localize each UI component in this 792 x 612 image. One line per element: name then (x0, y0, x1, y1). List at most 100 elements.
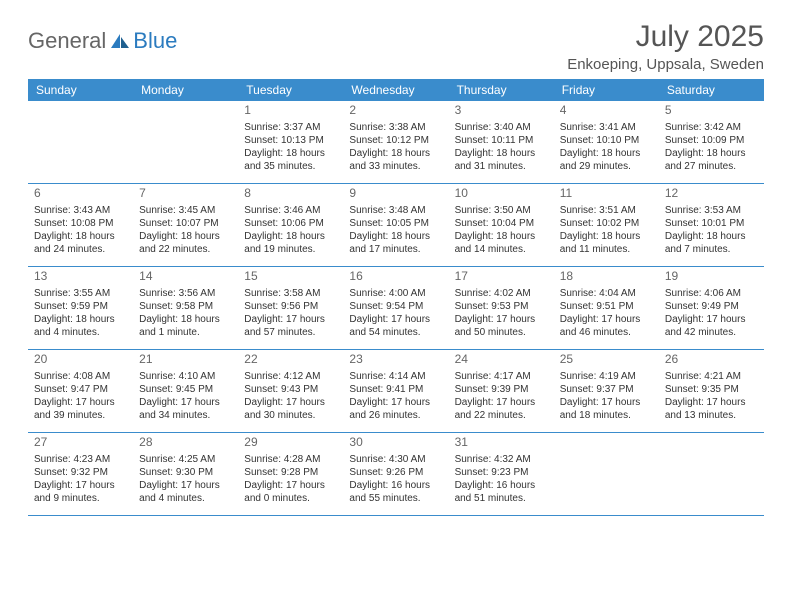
sunrise-text: Sunrise: 3:46 AM (244, 204, 337, 217)
sunset-text: Sunset: 10:08 PM (34, 217, 127, 230)
day-number: 30 (349, 435, 442, 451)
day-number: 9 (349, 186, 442, 202)
weekday-header: Wednesday (343, 79, 448, 101)
day-cell: 26Sunrise: 4:21 AMSunset: 9:35 PMDayligh… (659, 350, 764, 432)
daylight-text: Daylight: 17 hours and 0 minutes. (244, 479, 337, 505)
sunset-text: Sunset: 9:49 PM (665, 300, 758, 313)
day-number: 10 (455, 186, 548, 202)
day-cell: 10Sunrise: 3:50 AMSunset: 10:04 PMDaylig… (449, 184, 554, 266)
sunset-text: Sunset: 9:26 PM (349, 466, 442, 479)
weekday-header: Monday (133, 79, 238, 101)
day-number: 20 (34, 352, 127, 368)
sunset-text: Sunset: 9:56 PM (244, 300, 337, 313)
sunset-text: Sunset: 10:10 PM (560, 134, 653, 147)
sunset-text: Sunset: 10:09 PM (665, 134, 758, 147)
daylight-text: Daylight: 17 hours and 18 minutes. (560, 396, 653, 422)
sunrise-text: Sunrise: 3:48 AM (349, 204, 442, 217)
day-number: 4 (560, 103, 653, 119)
weeks-container: 1 Sunrise: 3:37 AMSunset: 10:13 PM Dayligh… (28, 101, 764, 516)
sunrise-text: Sunrise: 3:43 AM (34, 204, 127, 217)
day-number: 11 (560, 186, 653, 202)
day-number: 7 (139, 186, 232, 202)
day-cell: 28Sunrise: 4:25 AMSunset: 9:30 PMDayligh… (133, 433, 238, 515)
daylight-text: Daylight: 18 hours and 1 minute. (139, 313, 232, 339)
sunrise-text: Sunrise: 3:37 AM (244, 121, 337, 134)
day-number: 5 (665, 103, 758, 119)
sunrise-text: Sunrise: 3:38 AM (349, 121, 442, 134)
sunset-text: Sunset: 9:35 PM (665, 383, 758, 396)
day-number: 8 (244, 186, 337, 202)
day-cell (554, 433, 659, 515)
daylight-text: Daylight: 17 hours and 22 minutes. (455, 396, 548, 422)
day-cell: 7Sunrise: 3:45 AMSunset: 10:07 PMDayligh… (133, 184, 238, 266)
sunrise-text: Sunrise: 4:14 AM (349, 370, 442, 383)
day-number: 1 (244, 103, 337, 119)
sunrise-text: Sunrise: 3:58 AM (244, 287, 337, 300)
daylight-text: Daylight: 17 hours and 30 minutes. (244, 396, 337, 422)
daylight-text: Daylight: 18 hours and 24 minutes. (34, 230, 127, 256)
day-number: 12 (665, 186, 758, 202)
daylight-text: Daylight: 18 hours and 19 minutes. (244, 230, 337, 256)
day-cell: 3Sunrise: 3:40 AMSunset: 10:11 PMDayligh… (449, 101, 554, 183)
day-number: 21 (139, 352, 232, 368)
day-number: 16 (349, 269, 442, 285)
day-cell: 5Sunrise: 3:42 AMSunset: 10:09 PMDayligh… (659, 101, 764, 183)
sunrise-text: Sunrise: 4:10 AM (139, 370, 232, 383)
sunset-text: Sunset: 9:32 PM (34, 466, 127, 479)
day-cell (28, 101, 133, 183)
day-cell: 9 Sunrise: 3:48 AMSunset: 10:05 PMDayligh… (343, 184, 448, 266)
weekday-header: Saturday (659, 79, 764, 101)
day-cell: 22Sunrise: 4:12 AMSunset: 9:43 PMDayligh… (238, 350, 343, 432)
daylight-text: Daylight: 17 hours and 39 minutes. (34, 396, 127, 422)
sunrise-text: Sunrise: 3:56 AM (139, 287, 232, 300)
day-cell: 19Sunrise: 4:06 AMSunset: 9:49 PMDayligh… (659, 267, 764, 349)
day-number: 23 (349, 352, 442, 368)
day-cell: 25Sunrise: 4:19 AMSunset: 9:37 PMDayligh… (554, 350, 659, 432)
day-cell: 4Sunrise: 3:41 AMSunset: 10:10 PMDayligh… (554, 101, 659, 183)
sunrise-text: Sunrise: 4:23 AM (34, 453, 127, 466)
daylight-text: Daylight: 17 hours and 42 minutes. (665, 313, 758, 339)
day-cell (133, 101, 238, 183)
sunrise-text: Sunrise: 4:19 AM (560, 370, 653, 383)
sunrise-text: Sunrise: 3:51 AM (560, 204, 653, 217)
day-cell: 6Sunrise: 3:43 AMSunset: 10:08 PMDayligh… (28, 184, 133, 266)
day-number: 28 (139, 435, 232, 451)
day-number: 22 (244, 352, 337, 368)
weekday-header-row: Sunday Monday Tuesday Wednesday Thursday… (28, 79, 764, 101)
daylight-text: Daylight: 18 hours and 7 minutes. (665, 230, 758, 256)
sunset-text: Sunset: 10:05 PM (349, 217, 442, 230)
sunrise-text: Sunrise: 3:53 AM (665, 204, 758, 217)
daylight-text: Daylight: 18 hours and 33 minutes. (349, 147, 442, 173)
day-number: 31 (455, 435, 548, 451)
sunset-text: Sunset: 10:12 PM (349, 134, 442, 147)
sunset-text: Sunset: 9:53 PM (455, 300, 548, 313)
daylight-text: Daylight: 18 hours and 31 minutes. (455, 147, 548, 173)
week-row: 13Sunrise: 3:55 AMSunset: 9:59 PMDayligh… (28, 267, 764, 350)
day-number: 14 (139, 269, 232, 285)
sunrise-text: Sunrise: 3:41 AM (560, 121, 653, 134)
weekday-header: Thursday (449, 79, 554, 101)
sunset-text: Sunset: 10:13 PM (244, 134, 337, 147)
daylight-text: Daylight: 18 hours and 17 minutes. (349, 230, 442, 256)
logo-text-blue: Blue (133, 28, 177, 54)
sunrise-text: Sunrise: 4:04 AM (560, 287, 653, 300)
sunrise-text: Sunrise: 4:25 AM (139, 453, 232, 466)
day-cell: 16Sunrise: 4:00 AMSunset: 9:54 PMDayligh… (343, 267, 448, 349)
day-cell: 24Sunrise: 4:17 AMSunset: 9:39 PMDayligh… (449, 350, 554, 432)
day-number: 29 (244, 435, 337, 451)
weekday-header: Friday (554, 79, 659, 101)
title-block: July 2025 Enkoeping, Uppsala, Sweden (567, 20, 764, 73)
daylight-text: Daylight: 16 hours and 51 minutes. (455, 479, 548, 505)
sunrise-text: Sunrise: 3:42 AM (665, 121, 758, 134)
daylight-text: Daylight: 17 hours and 46 minutes. (560, 313, 653, 339)
sunrise-text: Sunrise: 3:50 AM (455, 204, 548, 217)
daylight-text: Daylight: 17 hours and 13 minutes. (665, 396, 758, 422)
sunset-text: Sunset: 10:06 PM (244, 217, 337, 230)
day-cell: 14 Sunrise: 3:56 AMSunset: 9:58 PMDayligh… (133, 267, 238, 349)
sunset-text: Sunset: 9:58 PM (139, 300, 232, 313)
sunset-text: Sunset: 9:30 PM (139, 466, 232, 479)
sunrise-text: Sunrise: 4:12 AM (244, 370, 337, 383)
week-row: 27Sunrise: 4:23 AMSunset: 9:32 PMDayligh… (28, 433, 764, 516)
sunset-text: Sunset: 9:59 PM (34, 300, 127, 313)
sunrise-text: Sunrise: 4:02 AM (455, 287, 548, 300)
